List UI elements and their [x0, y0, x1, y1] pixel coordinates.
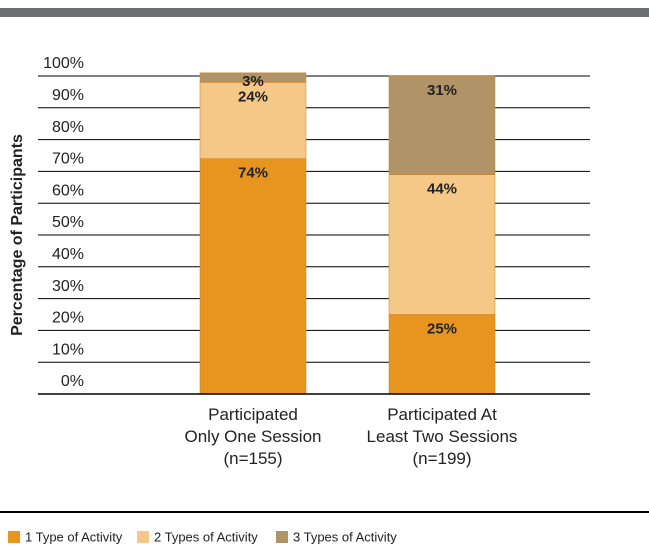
value-label: 74%	[238, 165, 268, 182]
bar-segment	[199, 82, 307, 159]
legend-swatch	[8, 531, 20, 543]
y-tick-label: 40%	[52, 246, 84, 263]
value-label: 25%	[427, 320, 457, 337]
legend-label: 2 Types of Activity	[154, 529, 258, 544]
legend-swatch	[276, 531, 288, 543]
legend-label: 3 Types of Activity	[293, 529, 397, 544]
bar-segment	[388, 314, 496, 395]
value-label: 3%	[242, 73, 264, 90]
y-tick-label: 90%	[52, 87, 84, 104]
value-label: 31%	[427, 82, 457, 99]
value-label: 44%	[427, 181, 457, 198]
y-axis-title: Percentage of Participants	[9, 134, 26, 336]
bar-segment	[199, 72, 307, 83]
y-tick-label: 100%	[43, 55, 84, 72]
value-label: 24%	[238, 88, 268, 105]
y-tick-label: 50%	[52, 214, 84, 231]
legend-label: 1 Type of Activity	[25, 529, 123, 544]
y-tick-label: 20%	[52, 310, 84, 327]
x-tick-label: Participated Only One Session (n=155)	[184, 405, 322, 468]
bar-segment	[388, 75, 496, 175]
y-tick-label: 10%	[52, 341, 84, 358]
y-tick-label: 60%	[52, 182, 84, 199]
bar-segment	[199, 158, 307, 395]
bar-segment	[388, 174, 496, 315]
y-tick-label: 30%	[52, 278, 84, 295]
y-tick-label: 80%	[52, 119, 84, 136]
x-tick-label: Participated At Least Two Sessions (n=19…	[366, 405, 518, 468]
legend-swatch	[137, 531, 149, 543]
header-bar	[0, 8, 649, 17]
y-tick-label: 0%	[61, 373, 84, 390]
y-tick-label: 70%	[52, 151, 84, 168]
